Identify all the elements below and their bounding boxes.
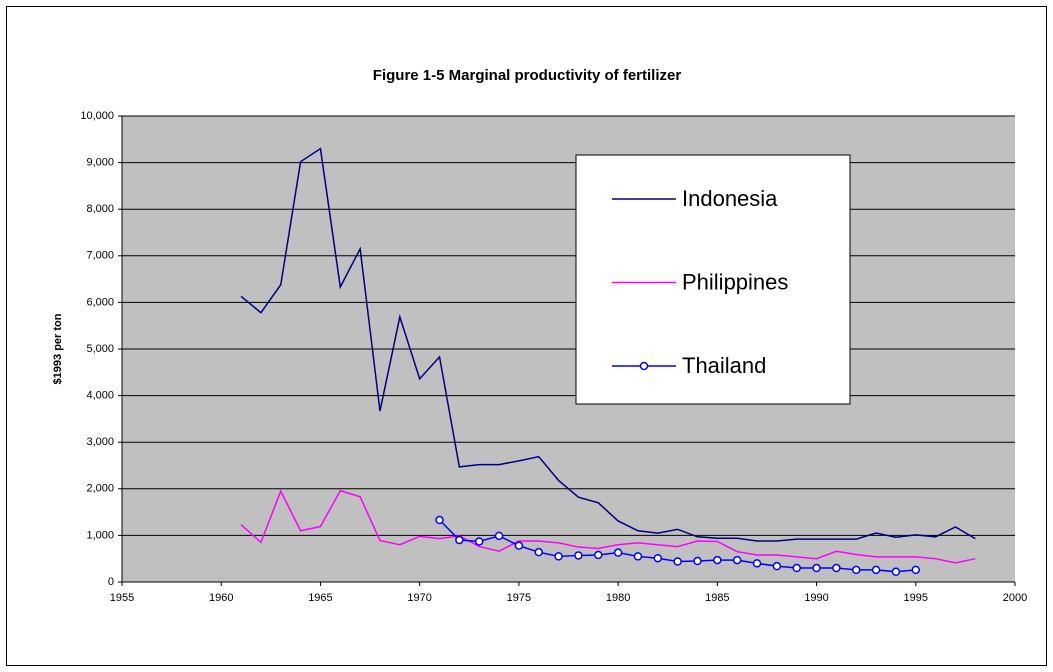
point-marker bbox=[792, 563, 801, 573]
point-marker bbox=[693, 556, 702, 566]
chart-title: Figure 1-5 Marginal productivity of fert… bbox=[373, 67, 682, 84]
x-tick-label: 1980 bbox=[606, 592, 630, 604]
x-tick-label: 1970 bbox=[407, 592, 431, 604]
series-line bbox=[240, 147, 976, 542]
point-marker bbox=[474, 537, 484, 546]
point-marker bbox=[574, 551, 583, 560]
y-tick-label: 10,000 bbox=[80, 110, 114, 122]
y-tick-label: 3,000 bbox=[86, 436, 114, 448]
point-marker bbox=[514, 541, 524, 550]
x-tick-label: 2000 bbox=[1003, 592, 1027, 604]
y-tick-label: 8,000 bbox=[86, 203, 114, 215]
point-marker bbox=[435, 515, 444, 525]
legend-label: Thailand bbox=[682, 353, 766, 378]
point-marker bbox=[891, 567, 901, 576]
x-tick-label: 1990 bbox=[804, 592, 828, 604]
x-tick-label: 1985 bbox=[705, 592, 729, 604]
point-marker bbox=[594, 550, 603, 560]
point-marker bbox=[713, 555, 722, 565]
y-tick-label: 6,000 bbox=[86, 296, 114, 308]
point-marker bbox=[653, 553, 663, 563]
x-tick-label: 1960 bbox=[209, 592, 233, 604]
y-tick-label: 4,000 bbox=[86, 390, 114, 402]
x-tick-label: 1955 bbox=[110, 592, 134, 604]
x-tick-label: 1975 bbox=[507, 592, 531, 604]
point-marker bbox=[732, 555, 742, 565]
point-marker bbox=[851, 565, 861, 575]
point-marker bbox=[455, 535, 464, 545]
series-line bbox=[240, 489, 976, 564]
y-tick-label: 2,000 bbox=[86, 483, 114, 495]
point-marker bbox=[911, 565, 921, 575]
y-tick-label: 0 bbox=[108, 576, 114, 588]
y-tick-label: 5,000 bbox=[86, 343, 114, 355]
y-tick-label: 9,000 bbox=[86, 157, 114, 169]
legend-marker bbox=[639, 361, 649, 371]
y-tick-label: 1,000 bbox=[86, 529, 114, 541]
point-marker bbox=[772, 561, 782, 571]
legend-label: Philippines bbox=[682, 269, 788, 294]
x-tick-label: 1995 bbox=[904, 592, 928, 604]
y-axis-label: $1993 per ton bbox=[52, 313, 64, 384]
legend-box bbox=[575, 154, 851, 405]
y-tick-label: 7,000 bbox=[86, 250, 114, 262]
x-tick-label: 1965 bbox=[308, 592, 332, 604]
point-marker bbox=[832, 563, 841, 573]
point-marker bbox=[633, 552, 643, 561]
legend-label: Indonesia bbox=[682, 186, 778, 211]
point-marker bbox=[494, 531, 504, 541]
point-marker bbox=[812, 563, 821, 573]
point-marker bbox=[871, 565, 881, 575]
point-marker bbox=[554, 552, 563, 561]
point-marker bbox=[534, 547, 543, 557]
point-marker bbox=[673, 557, 682, 566]
point-marker bbox=[752, 559, 762, 568]
point-marker bbox=[613, 548, 623, 557]
